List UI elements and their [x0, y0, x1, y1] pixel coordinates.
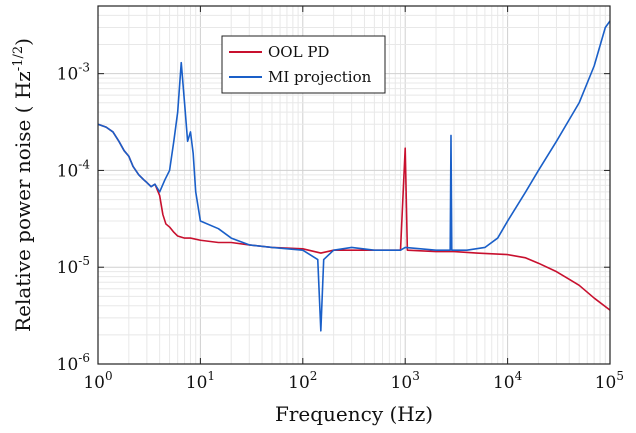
x-tick-label: 101 [186, 369, 215, 393]
x-tick-label-exponent: 0 [105, 369, 113, 383]
ticks [97, 6, 611, 365]
y-axis-label-close: ) [11, 38, 35, 46]
x-tick-label: 104 [493, 369, 523, 393]
x-tick-label-exponent: 5 [616, 369, 624, 383]
x-axis-label: Frequency (Hz) [275, 402, 433, 426]
x-tick-label: 100 [83, 369, 112, 393]
y-axis-label-exponent: -1/2 [11, 46, 26, 71]
x-tick-label: 103 [391, 369, 420, 393]
x-tick-label-base: 10 [83, 373, 105, 393]
y-axis-label-text: Relative power noise ( Hz [11, 71, 35, 332]
y-tick-label-base: 10 [57, 65, 79, 85]
x-tick-label-base: 10 [391, 373, 413, 393]
y-tick-label: 10-3 [57, 61, 90, 85]
y-tick-label-base: 10 [57, 355, 79, 375]
y-tick-label-exponent: -4 [78, 157, 90, 171]
plot-frame [97, 5, 611, 365]
y-tick-label: 10-5 [57, 254, 90, 278]
legend-box [221, 35, 386, 94]
x-tick-label-base: 10 [288, 373, 310, 393]
x-tick-label: 102 [288, 369, 317, 393]
x-tick-label-exponent: 1 [207, 369, 215, 383]
y-tick-label-exponent: -6 [78, 351, 90, 365]
x-tick-label-exponent: 3 [412, 369, 420, 383]
y-tick-label: 10-6 [57, 351, 90, 375]
y-tick-label-exponent: -5 [78, 254, 90, 268]
legend: OOL PD MI projection [221, 35, 386, 94]
y-tick-label-base: 10 [57, 258, 79, 278]
y-axis-label: Relative power noise ( Hz-1/2) [11, 38, 35, 332]
x-tick-label: 105 [595, 369, 624, 393]
x-tick-label-base: 10 [186, 373, 208, 393]
legend-label-ool-pd: OOL PD [268, 43, 329, 61]
y-tick-label: 10-4 [57, 157, 91, 181]
x-tick-label-base: 10 [595, 373, 617, 393]
legend-label-mi-projection: MI projection [268, 68, 372, 86]
series-layer [97, 20, 611, 332]
y-tick-label-base: 10 [57, 161, 79, 181]
y-tick-label-exponent: -3 [78, 61, 90, 75]
x-tick-label-exponent: 4 [515, 369, 523, 383]
series-line-mi-projection [97, 20, 611, 332]
x-tick-label-exponent: 2 [310, 369, 318, 383]
x-tick-label-base: 10 [493, 373, 515, 393]
